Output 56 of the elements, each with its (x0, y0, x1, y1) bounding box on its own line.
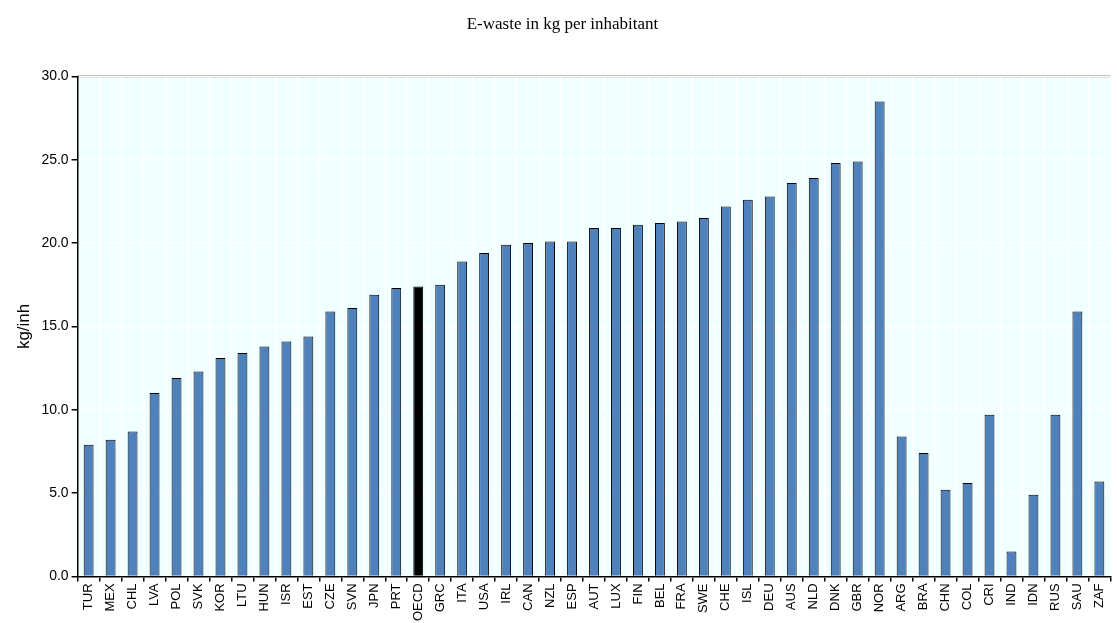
y-tick-label: 5.0 (49, 483, 69, 500)
x-tick-label: CZE (321, 583, 337, 610)
x-tick-label: ESP (563, 583, 579, 610)
x-tick-label: SVN (343, 583, 359, 611)
x-tick-label: LTU (234, 583, 250, 608)
x-tick-label: IND (1003, 583, 1019, 606)
x-tick-label: IRL (497, 583, 513, 604)
y-tick-label: 20.0 (41, 233, 69, 250)
x-tick-label: DEU (761, 583, 777, 611)
y-axis-title: kg/inh (13, 303, 33, 350)
x-tick-label: NOR (871, 583, 887, 613)
x-tick-label: ARG (893, 583, 909, 612)
x-tick-label: NLD (805, 583, 821, 610)
x-tick-label: BEL (651, 583, 667, 609)
x-tick-label: DNK (827, 583, 843, 611)
x-tick-label: HUN (255, 583, 271, 612)
x-tick-label: LUX (607, 583, 623, 609)
x-tick-label: KOR (212, 583, 228, 612)
y-tick-label: 0.0 (49, 567, 69, 584)
x-tick-label: MEX (102, 583, 118, 612)
x-tick-label: AUS (783, 583, 799, 611)
x-tick-label: LVA (146, 583, 162, 607)
x-tick-label: CRI (981, 583, 997, 606)
x-tick-label: ZAF (1090, 583, 1106, 608)
x-tick-label: IDN (1025, 583, 1041, 606)
x-tick-label: SAU (1068, 583, 1084, 611)
y-tick-label: 30.0 (41, 67, 69, 84)
y-tick-label: 10.0 (41, 400, 69, 417)
x-tick-label: PRT (387, 583, 403, 610)
x-tick-label: ITA (453, 583, 469, 603)
x-tick-label: JPN (365, 583, 381, 608)
x-tick-label: RUS (1047, 583, 1063, 611)
x-tick-label: GBR (849, 583, 865, 612)
chart-title: E-waste in kg per inhabitant (466, 13, 659, 33)
x-tick-label: AUT (585, 583, 601, 610)
x-tick-label: COL (959, 583, 975, 611)
x-tick-label: POL (168, 583, 184, 610)
x-tick-label: FRA (673, 583, 689, 610)
x-tick-label: FIN (629, 583, 645, 605)
x-tick-label: CHN (937, 583, 953, 612)
y-tick-label: 15.0 (41, 317, 69, 334)
x-tick-label: CHE (717, 583, 733, 611)
y-tick-label: 25.0 (41, 150, 69, 167)
x-tick-label: TUR (80, 583, 96, 611)
x-tick-label: USA (475, 583, 491, 611)
x-tick-label: SWE (695, 583, 711, 614)
x-tick-label: ISL (739, 583, 755, 603)
x-tick-label: GRC (431, 583, 447, 613)
x-tick-label: ISR (277, 583, 293, 606)
x-tick-label: NZL (541, 583, 557, 608)
x-tick-label: SVK (190, 583, 206, 610)
x-tick-label: CHL (124, 583, 140, 610)
x-tick-label: OECD (409, 583, 425, 621)
x-tick-label: CAN (519, 583, 535, 611)
x-tick-label: EST (299, 583, 315, 609)
x-tick-label: BRA (915, 583, 931, 611)
